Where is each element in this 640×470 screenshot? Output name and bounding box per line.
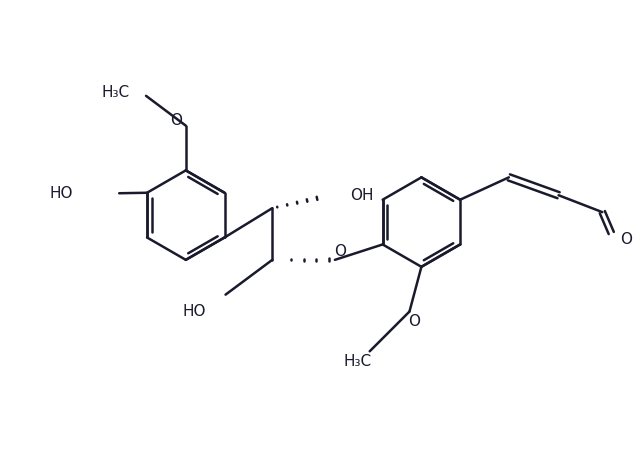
- Text: O: O: [620, 233, 632, 248]
- Text: HO: HO: [50, 186, 74, 201]
- Text: OH: OH: [350, 188, 373, 203]
- Text: H₃C: H₃C: [344, 354, 372, 369]
- Text: O: O: [170, 113, 182, 128]
- Text: O: O: [408, 314, 420, 329]
- Text: H₃C: H₃C: [101, 86, 129, 101]
- Text: HO: HO: [182, 304, 205, 319]
- Text: O: O: [334, 244, 346, 259]
